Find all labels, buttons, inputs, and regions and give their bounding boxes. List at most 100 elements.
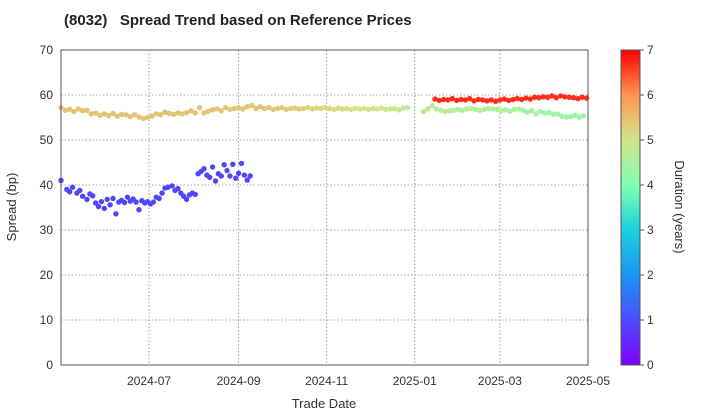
data-points [58,93,590,217]
data-point [209,164,216,170]
data-point [331,106,337,113]
data-point [156,195,162,202]
data-point [179,111,185,117]
data-point [550,111,557,118]
data-point [66,106,73,113]
data-point [433,106,440,112]
y-tick-label: 40 [40,178,54,192]
data-point [79,193,86,199]
data-point [567,113,574,120]
data-point [136,114,142,120]
data-point [157,112,164,118]
data-point [230,161,236,167]
data-point [503,107,509,113]
data-point [150,199,157,205]
data-point [110,110,116,117]
data-point [570,95,577,101]
data-point [201,166,207,172]
colorbar-tick-label: 4 [647,178,654,192]
y-tick-label: 50 [40,133,54,147]
data-point [477,107,483,114]
data-point [451,107,457,114]
data-point [113,211,119,217]
data-point [326,105,333,112]
data-point [458,96,464,103]
data-point [536,95,542,101]
data-point [436,97,442,104]
colorbar-tick-label: 5 [647,133,654,147]
colorbar: 0 1 2 3 4 5 6 7 [620,43,654,372]
data-point [516,106,522,112]
data-point [170,111,177,118]
data-point [123,112,129,118]
data-point [471,98,477,104]
data-point [357,106,363,112]
data-point [549,93,555,99]
data-point [361,105,367,112]
data-point [214,106,220,112]
data-point [475,96,481,103]
data-point [313,105,320,111]
data-point [175,185,181,192]
data-point [131,112,138,118]
colorbar-ticks: 0 1 2 3 4 5 6 7 [640,43,654,372]
data-point [365,106,372,113]
data-point [107,202,113,208]
data-point [484,98,490,104]
data-point [240,106,246,112]
data-point [287,105,294,112]
data-point [527,96,533,102]
colorbar-tick-label: 3 [647,223,654,237]
data-point [468,105,474,112]
data-point [352,105,359,111]
data-point [579,94,585,100]
data-point [149,113,155,119]
data-point [494,106,500,113]
data-point [344,105,350,112]
data-point [227,173,233,179]
data-point [201,110,207,116]
x-tick-label: 2025-01 [393,374,437,388]
data-point [153,111,159,117]
data-point [209,107,216,113]
data-point [309,106,315,112]
data-point [224,167,230,174]
data-point [507,108,513,114]
data-point [66,189,73,195]
x-tick-label: 2024-07 [127,374,171,388]
data-point [133,199,139,205]
data-point [231,105,237,112]
data-point [218,108,224,114]
data-point [446,108,453,114]
data-point [235,170,242,176]
data-point [520,107,526,114]
data-point [563,114,570,120]
y-axis-ticks: 0 10 20 30 40 50 60 70 [40,43,54,372]
data-point [462,97,468,103]
data-point [442,108,448,115]
data-point [404,104,411,111]
data-point [481,106,487,113]
x-tick-label: 2024-09 [217,374,261,388]
y-tick-label: 20 [40,268,54,282]
data-point [71,108,77,115]
data-point [77,187,83,194]
data-point [305,104,311,111]
data-point [557,93,564,99]
data-point [514,95,520,102]
data-point [576,114,583,120]
data-point [339,106,346,112]
data-point [541,110,548,116]
data-point [445,97,451,103]
data-point [533,111,539,117]
data-point [387,106,393,112]
data-point [374,106,380,112]
data-point [279,104,285,111]
data-point [90,193,96,199]
data-point [466,95,473,102]
data-point [300,105,307,112]
data-point [370,105,376,112]
data-point [84,196,90,203]
x-tick-label: 2025-05 [566,374,610,388]
